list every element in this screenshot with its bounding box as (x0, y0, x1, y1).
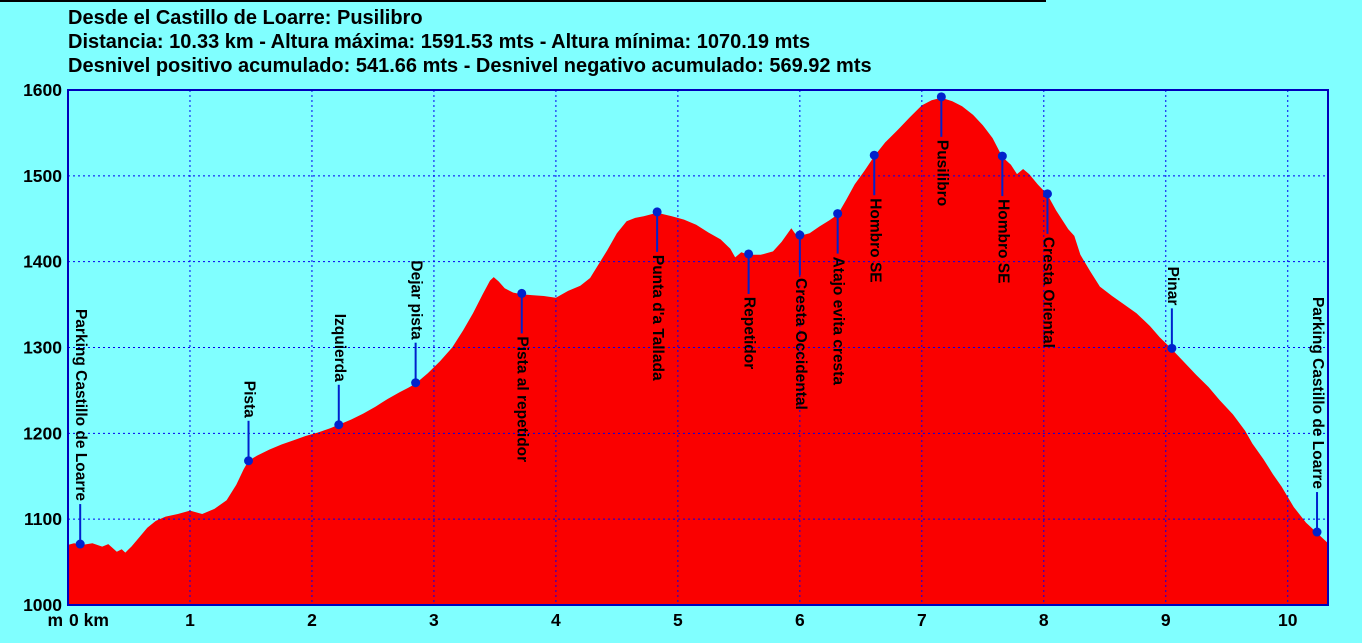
waypoint-label: Dejar pista (408, 260, 425, 340)
waypoint-label: Cresta Oriental (1039, 237, 1056, 348)
waypoint-label: Repetidor (741, 297, 758, 369)
waypoint-dot (334, 420, 344, 430)
y-tick-label: 1400 (23, 252, 62, 272)
chart-stats-slope: Desnivel positivo acumulado: 541.66 mts … (68, 55, 872, 77)
waypoint-label: Hombro SE (994, 199, 1011, 283)
profile-area (68, 97, 1328, 605)
waypoint-label: Punta d'a Tallada (649, 255, 666, 381)
chart-stats-distance: Distancia: 10.33 km - Altura máxima: 159… (68, 31, 810, 53)
x-tick-label: 3 (429, 610, 439, 630)
waypoint: Hombro SE (866, 150, 883, 283)
waypoint-dot (833, 209, 843, 219)
waypoint-dot (244, 456, 254, 466)
waypoint-label: Cresta Occidental (792, 278, 809, 410)
waypoint-label: Pista (241, 381, 258, 418)
waypoint-dot (997, 151, 1007, 161)
waypoint: Parking Castillo de Loarre (1309, 297, 1326, 537)
x-tick-label: 6 (795, 610, 805, 630)
plot-border (67, 89, 1329, 606)
plot-frame (67, 89, 1329, 606)
waypoint-label: Parking Castillo de Loarre (72, 309, 89, 501)
waypoint: Izquierda (331, 314, 348, 430)
x-origin-label: 0 km (69, 610, 109, 630)
waypoint: Cresta Oriental (1039, 189, 1056, 348)
chart-header: Desde el Castillo de Loarre: Pusilibro D… (68, 7, 872, 77)
waypoint-dot (1042, 189, 1052, 199)
waypoint-dot (744, 249, 754, 259)
waypoint-dot (75, 539, 85, 549)
waypoint-label: Pinar (1164, 267, 1181, 306)
waypoint: Pusilibro (933, 92, 950, 206)
y-tick-label: 1200 (23, 423, 62, 443)
waypoint: Punta d'a Tallada (649, 207, 666, 381)
x-tick-label: 8 (1039, 610, 1049, 630)
waypoint: Pinar (1164, 267, 1181, 353)
waypoint: Parking Castillo de Loarre (72, 309, 89, 549)
waypoint-dot (517, 288, 527, 298)
y-axis-labels: 1000 1100 1200 1300 1400 1500 1600 (23, 80, 62, 615)
waypoint: Cresta Occidental (792, 230, 809, 410)
waypoint-label: Izquierda (331, 314, 348, 382)
y-tick-label: 1600 (23, 80, 62, 100)
waypoint-label: Pusilibro (933, 140, 950, 206)
screenshot-top-edge (0, 0, 1046, 2)
y-tick-label: 1100 (24, 509, 62, 529)
gridlines (68, 90, 1328, 605)
waypoint: Repetidor (741, 249, 758, 369)
x-tick-label: 9 (1161, 610, 1171, 630)
y-axis-unit-label: m (47, 610, 63, 630)
waypoint-dot (795, 230, 805, 240)
waypoint: Pista al repetidor (514, 288, 531, 462)
waypoint-label: Hombro SE (866, 198, 883, 282)
x-tick-label: 7 (917, 610, 927, 630)
waypoint-dot (652, 207, 662, 217)
waypoint-dot (869, 150, 879, 160)
y-tick-label: 1300 (23, 338, 62, 358)
terrain-area (68, 97, 1328, 605)
x-tick-label: 1 (185, 610, 195, 630)
chart-title: Desde el Castillo de Loarre: Pusilibro (68, 7, 423, 29)
waypoint-dot (411, 378, 421, 388)
waypoint: Hombro SE (994, 151, 1011, 283)
y-tick-label: 1500 (23, 166, 62, 186)
waypoint: Dejar pista (408, 260, 425, 388)
waypoint: Atajo evita cresta (830, 209, 847, 385)
x-axis-labels: m 0 km 1 2 3 4 5 6 7 8 9 10 (47, 610, 1297, 630)
waypoint: Pista (241, 381, 258, 466)
waypoint-dot (1167, 343, 1177, 353)
x-tick-label: 10 (1278, 610, 1298, 630)
x-tick-label: 2 (307, 610, 317, 630)
waypoint-dot (1312, 527, 1322, 537)
waypoint-label: Atajo evita cresta (830, 257, 847, 386)
x-tick-label: 5 (673, 610, 683, 630)
x-tick-label: 4 (551, 610, 561, 630)
waypoint-dot (936, 92, 946, 102)
waypoint-label: Pista al repetidor (514, 336, 531, 462)
waypoint-label: Parking Castillo de Loarre (1309, 297, 1326, 489)
y-tick-label: 1000 (23, 595, 62, 615)
waypoints-layer: Parking Castillo de Loarre Pista Izquierda… (72, 92, 1326, 549)
